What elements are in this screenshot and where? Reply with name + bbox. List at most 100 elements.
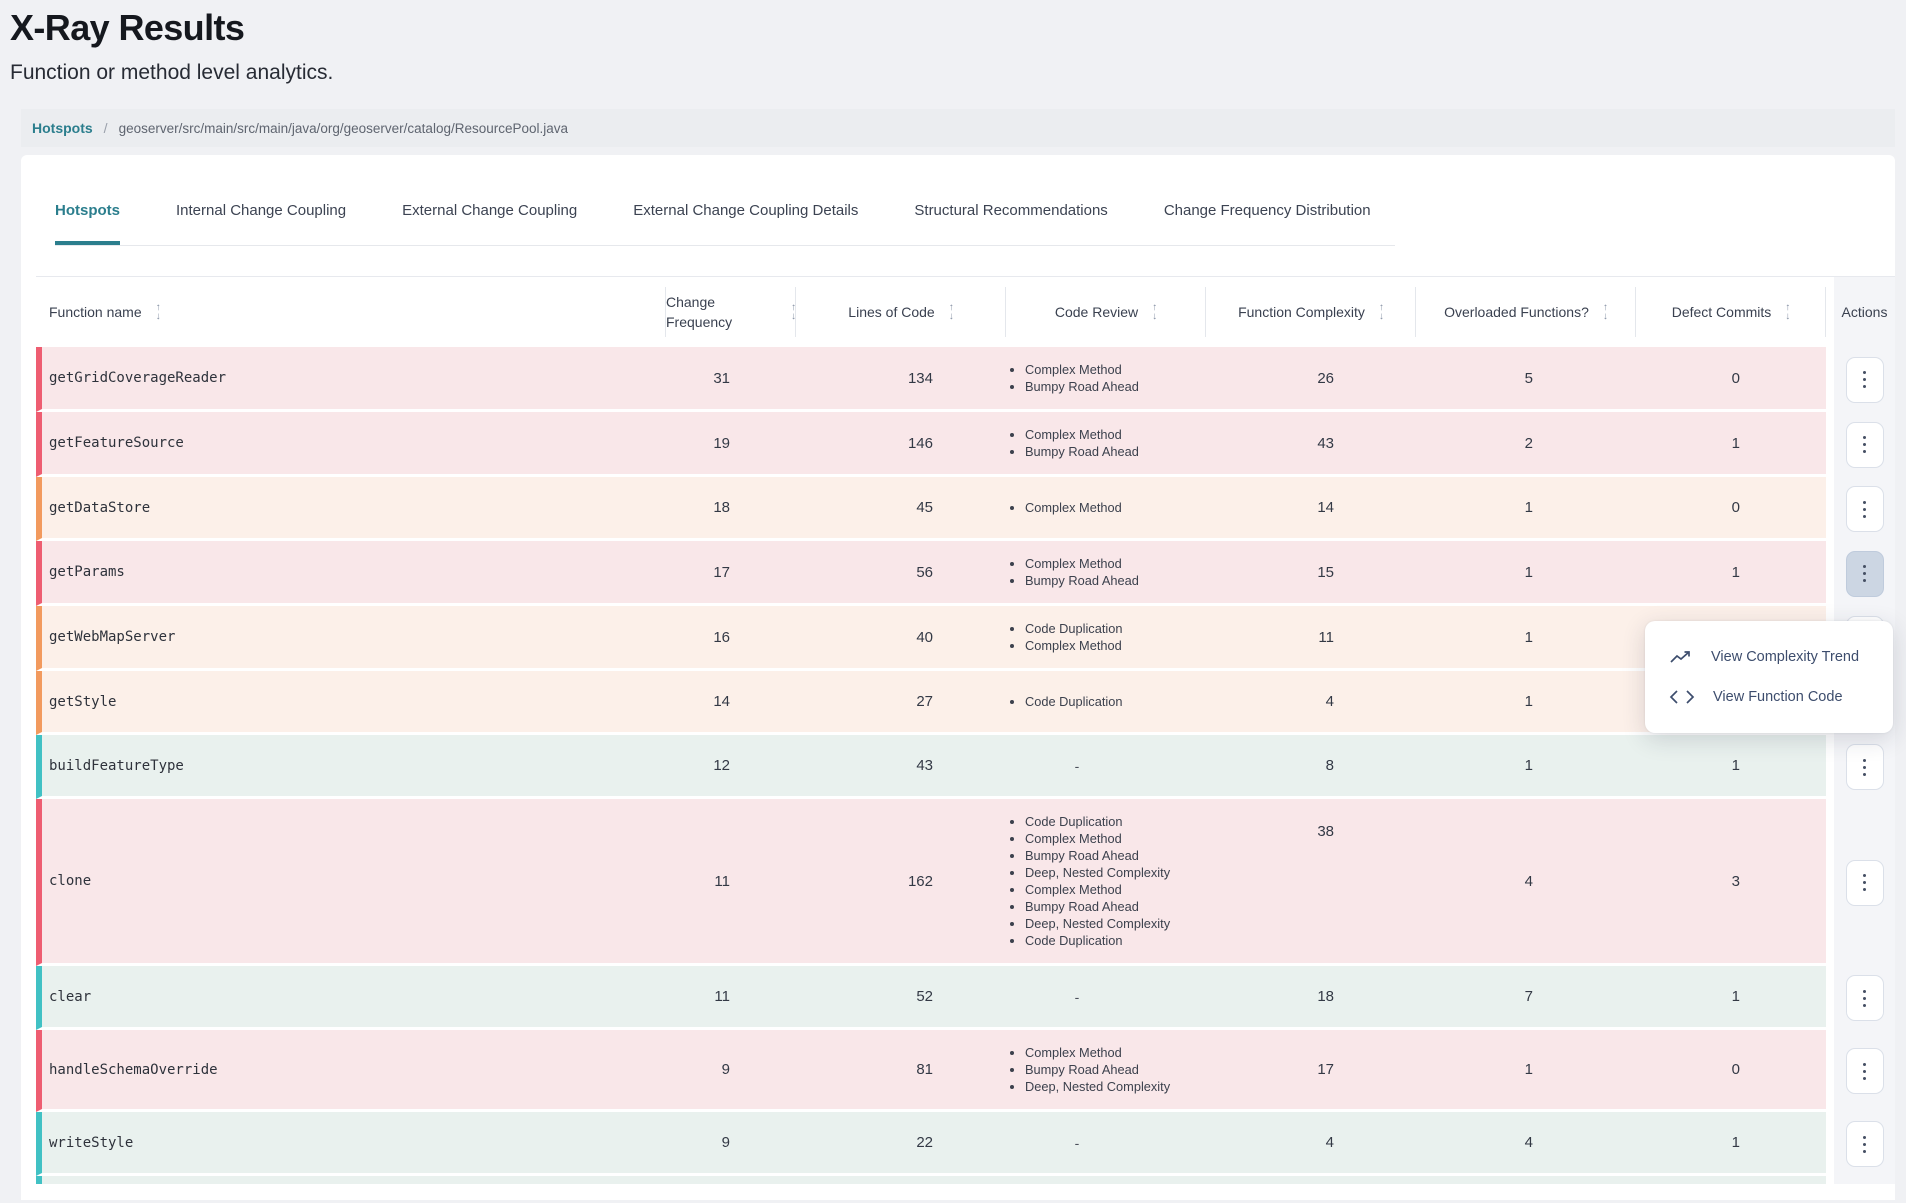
row-spacer bbox=[1826, 1176, 1834, 1185]
kebab-menu-icon[interactable] bbox=[1845, 744, 1884, 791]
kebab-menu-icon[interactable] bbox=[1845, 1121, 1884, 1168]
kebab-menu-icon[interactable] bbox=[1845, 550, 1884, 597]
column-header-code-review[interactable]: Code Review ↑ ↓ bbox=[1006, 277, 1206, 347]
cell-function-complexity: 38 bbox=[1317, 823, 1334, 841]
table-row: getWebMapServer 16 40 Code DuplicationCo… bbox=[36, 606, 1895, 672]
tab-internal-change-coupling[interactable]: Internal Change Coupling bbox=[176, 202, 347, 220]
column-header-function-complexity[interactable]: Function Complexity ↑ ↓ bbox=[1206, 277, 1416, 347]
sort-arrows-icon[interactable]: ↑ ↓ bbox=[155, 302, 161, 323]
xray-card: Hotspots Internal Change Coupling Extern… bbox=[21, 155, 1895, 1201]
sort-arrows-icon[interactable]: ↑ ↓ bbox=[948, 302, 954, 323]
page-title: X-Ray Results bbox=[10, 7, 245, 48]
cell-defect-commits: 0 bbox=[1731, 499, 1740, 517]
cell-overloaded-functions: 1 bbox=[1524, 628, 1533, 646]
breadcrumb-hotspots-link[interactable]: Hotspots bbox=[32, 120, 93, 137]
cell-actions bbox=[1834, 412, 1895, 478]
table-row: clone 11 162 Code DuplicationComplex Met… bbox=[36, 799, 1895, 967]
tab-external-change-coupling[interactable]: External Change Coupling bbox=[402, 202, 578, 220]
sort-arrows-icon[interactable]: ↑ ↓ bbox=[1152, 302, 1158, 323]
cell-overloaded-functions: 2 bbox=[1524, 434, 1533, 452]
cell-change-frequency: 14 bbox=[713, 693, 730, 711]
sort-arrows-icon[interactable]: ↑ ↓ bbox=[791, 302, 796, 323]
cell-function-name: clone bbox=[49, 873, 92, 890]
kebab-menu-icon[interactable] bbox=[1845, 1048, 1884, 1095]
table-row: getGridCoverageReader 31 134 Complex Met… bbox=[36, 347, 1895, 413]
cell-overloaded-functions: 1 bbox=[1524, 1061, 1533, 1079]
cell-defect-commits: 1 bbox=[1731, 988, 1740, 1006]
cell-function-complexity: 18 bbox=[1317, 988, 1334, 1006]
kebab-menu-icon[interactable] bbox=[1845, 975, 1884, 1022]
kebab-menu-icon[interactable] bbox=[1845, 859, 1884, 906]
table-row: getDataStore 18 45 Complex Method 14 1 0 bbox=[36, 477, 1895, 542]
hotspots-table: Function name ↑ ↓ Change Frequency ↑ ↓ Lin… bbox=[36, 276, 1895, 1185]
table-row bbox=[36, 1176, 1895, 1185]
cell-code-review: Complex MethodBumpy Road AheadDeep, Nest… bbox=[1006, 1030, 1206, 1109]
cell-actions bbox=[1834, 477, 1895, 542]
code-review-issue: Bumpy Road Ahead bbox=[1025, 1061, 1170, 1078]
code-review-issue: Complex Method bbox=[1025, 881, 1170, 898]
code-review-issue: Bumpy Road Ahead bbox=[1025, 847, 1170, 864]
table-row: buildFeatureType 12 43 - 8 1 1 bbox=[36, 735, 1895, 800]
cell-function-complexity: 26 bbox=[1317, 369, 1334, 387]
column-header-function-name[interactable]: Function name ↑ ↓ bbox=[36, 277, 666, 347]
cell-function-name: buildFeatureType bbox=[49, 757, 184, 774]
cell-lines-of-code: 56 bbox=[916, 563, 933, 581]
cell-defect-commits: 1 bbox=[1731, 563, 1740, 581]
cell-function-complexity: 4 bbox=[1325, 693, 1334, 711]
column-header-defect-commits[interactable]: Defect Commits ↑ ↓ bbox=[1636, 277, 1826, 347]
column-header-change-frequency[interactable]: Change Frequency ↑ ↓ bbox=[666, 277, 796, 347]
cell-change-frequency: 11 bbox=[714, 988, 730, 1006]
cell-defect-commits: 3 bbox=[1731, 872, 1740, 890]
code-review-issue: Code Duplication bbox=[1025, 620, 1122, 637]
sort-arrows-icon[interactable]: ↑ ↓ bbox=[1378, 302, 1384, 323]
row-spacer bbox=[1826, 1030, 1834, 1113]
tab-external-change-coupling-details[interactable]: External Change Coupling Details bbox=[633, 202, 859, 220]
code-review-issue: Bumpy Road Ahead bbox=[1025, 443, 1139, 460]
cell-actions bbox=[1834, 735, 1895, 800]
sort-arrows-icon[interactable]: ↑ ↓ bbox=[1785, 302, 1791, 323]
tab-hotspots[interactable]: Hotspots bbox=[55, 155, 120, 246]
cell-defect-commits: 1 bbox=[1731, 757, 1740, 775]
sort-arrows-icon[interactable]: ↑ ↓ bbox=[1602, 302, 1608, 323]
tab-structural-recommendations[interactable]: Structural Recommendations bbox=[914, 202, 1108, 220]
code-review-issue: Complex Method bbox=[1025, 555, 1139, 572]
code-review-issue: Bumpy Road Ahead bbox=[1025, 378, 1139, 395]
cell-overloaded-functions: 1 bbox=[1524, 563, 1533, 581]
tab-bar: Hotspots Internal Change Coupling Extern… bbox=[21, 155, 1895, 247]
page-header: X-Ray Results Function or method level a… bbox=[0, 0, 1906, 85]
cell-change-frequency: 11 bbox=[714, 872, 730, 890]
cell-defect-commits: 0 bbox=[1731, 1061, 1740, 1079]
menu-item-view-complexity-trend[interactable]: View Complexity Trend bbox=[1645, 649, 1893, 665]
cell-overloaded-functions: 1 bbox=[1524, 693, 1533, 711]
trend-line-icon bbox=[1670, 651, 1690, 663]
table-row: getStyle 14 27 Code Duplication 4 1 bbox=[36, 671, 1895, 736]
page-subtitle: Function or method level analytics. bbox=[10, 61, 334, 85]
row-spacer bbox=[1826, 412, 1834, 478]
cell-function-complexity: 43 bbox=[1317, 434, 1334, 452]
cell-lines-of-code: 52 bbox=[916, 988, 933, 1006]
row-spacer bbox=[1826, 799, 1834, 967]
kebab-menu-icon[interactable] bbox=[1845, 486, 1884, 533]
column-header-overloaded-functions[interactable]: Overloaded Functions? ↑ ↓ bbox=[1416, 277, 1636, 347]
cell-defect-commits: 0 bbox=[1731, 369, 1740, 387]
cell-code-review: - bbox=[1074, 988, 1080, 1005]
kebab-menu-icon[interactable] bbox=[1845, 356, 1884, 403]
cell-lines-of-code: 27 bbox=[916, 693, 933, 711]
code-review-issue: Complex Method bbox=[1025, 361, 1139, 378]
breadcrumb-separator: / bbox=[103, 120, 108, 137]
column-header-lines-of-code[interactable]: Lines of Code ↑ ↓ bbox=[796, 277, 1006, 347]
cell-function-complexity: 8 bbox=[1325, 757, 1334, 775]
cell-change-frequency: 9 bbox=[721, 1061, 730, 1079]
row-spacer bbox=[1826, 1112, 1834, 1177]
cell-change-frequency: 18 bbox=[713, 499, 730, 517]
kebab-menu-icon[interactable] bbox=[1845, 421, 1884, 468]
cell-function-name: getGridCoverageReader bbox=[49, 370, 227, 387]
cell-actions bbox=[1834, 347, 1895, 413]
menu-item-view-function-code[interactable]: View Function Code bbox=[1645, 689, 1893, 705]
cell-lines-of-code: 22 bbox=[916, 1134, 933, 1152]
tab-change-frequency-distribution[interactable]: Change Frequency Distribution bbox=[1163, 202, 1371, 220]
cell-actions bbox=[1834, 1030, 1895, 1113]
cell-lines-of-code: 40 bbox=[916, 628, 933, 646]
cell-defect-commits: 1 bbox=[1731, 1134, 1740, 1152]
cell-function-name: getFeatureSource bbox=[49, 435, 184, 452]
